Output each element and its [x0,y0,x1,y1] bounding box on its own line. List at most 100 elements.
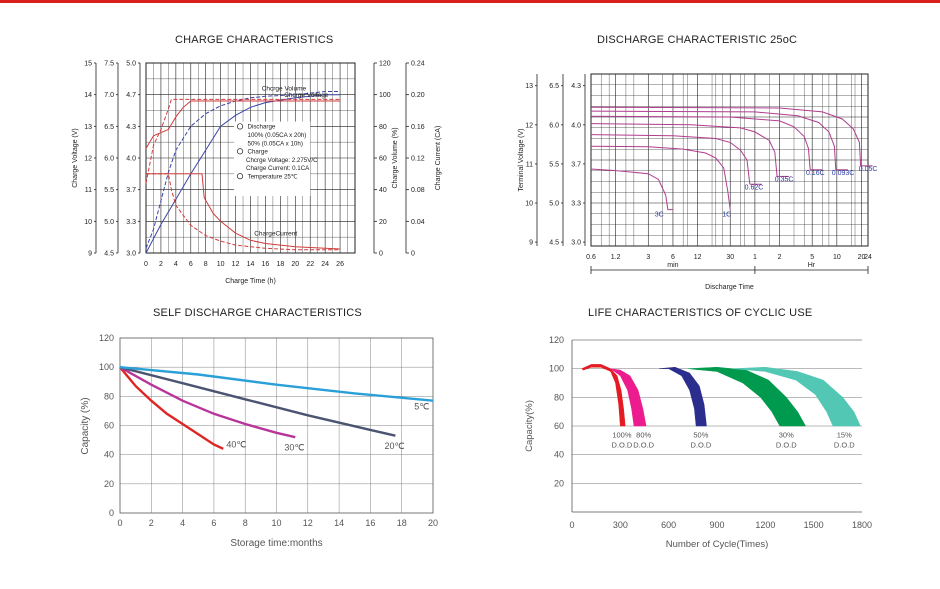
x-tick-label: 18 [276,261,284,268]
x-axis-label: Number of Cycle(Times) [666,539,769,550]
x-tick-label: 1.2 [611,254,621,261]
left-tick-label: 9 [529,240,533,247]
discharge-series-label: 0.62C [745,184,764,191]
left-tick-label: 4.5 [104,251,114,258]
charge-series-line [145,98,341,184]
left-tick-label: 6.0 [104,156,114,163]
x-tick-label: 24 [321,261,329,268]
left-tick-label: 3.7 [126,187,136,194]
self-discharge-series-label: 30℃ [284,442,304,452]
left-tick-label: 4.7 [126,92,136,99]
left-tick-label: 4.3 [571,83,581,90]
charge-characteristics-chart: 15 14 13 12 11 10 9 7.5 7.0 6.5 6.0 5.5 5.0 4.5 5.0 4.7… [72,61,442,286]
y-tick-label: 20 [104,479,114,489]
legend-line: Charge Current: 0.1CA [246,165,310,172]
left-tick-label: 3.3 [126,219,136,226]
right-tick-label: 20 [379,219,387,226]
left-tick-label: 5.0 [126,61,136,68]
legend-line: Chcrge Voltage: 2.275V/C [246,157,318,164]
left-tick-label: 4.0 [126,156,136,163]
y-tick-label: 120 [99,333,114,343]
y-tick-label: 100 [99,362,114,372]
self-discharge-series-line [119,366,434,402]
x-tick-label: 12 [694,254,702,261]
right-tick-label: 0.16 [411,124,425,131]
x-tick-label: 12 [232,261,240,268]
life-curve-band [658,366,707,427]
left-tick-label: 12 [525,122,533,129]
left-tick-label: 10 [84,219,92,226]
self-discharge-series-label: 5℃ [414,401,429,411]
discharge-series-line [590,134,751,185]
charge-series-line [146,173,341,250]
self-discharge-series-line [119,366,396,437]
y-axis-label: Capacity(%) [524,400,535,452]
top-accent-bar [0,0,940,3]
x-tick-label: 6 [671,254,675,261]
life-dod-label: 50% [693,430,708,439]
life-dod-label: 100% [612,430,632,439]
curve-label-current: ChargeCurrent [254,231,297,238]
left-tick-label: 4.0 [571,122,581,129]
x-tick-label: 0 [117,518,122,528]
y-tick-label: 40 [104,450,114,460]
legend-line: Temperature 25℃ [248,174,298,181]
life-dod-label: 80% [636,430,651,439]
right-tick-label: 80 [379,124,387,131]
x-tick-label: 2 [149,518,154,528]
charge-chart-title: CHARGE CHARACTERISTICS [175,34,334,46]
left-tick-label: 9 [88,251,92,258]
discharge-series-line [590,145,731,210]
curve-label-voltage: Chcrge Voltage [284,92,329,99]
y-tick-label: 60 [554,421,564,431]
x-tick-label: 22 [306,261,314,268]
y-tick-label: 100 [549,364,564,374]
left-tick-label: 3.0 [571,240,581,247]
life-dod-sublabel: D.O.D [633,440,654,449]
y-tick-label: 80 [104,391,114,401]
x-tick-label: 0.6 [586,254,596,261]
left-tick-label: 4.5 [549,240,559,247]
legend-line: Charge [248,149,269,156]
left-tick-label: 5.5 [104,187,114,194]
left-tick-label: 6.0 [549,122,559,129]
discharge-series-line [590,106,862,166]
x-tick-label: 2 [778,254,782,261]
left-tick-label: 4.3 [126,124,136,131]
left-tick-label: 3.3 [571,201,581,208]
x-tick-label: 4 [174,261,178,268]
legend-box [234,121,311,196]
x-tick-label: 8 [243,518,248,528]
discharge-characteristic-chart: 0.6 1.2 3 6 12 30 1 2 5 10 20241312111096.56.05.55… [518,73,877,291]
right-tick-label: 0 [379,251,383,258]
left-tick-label: 11 [526,161,533,168]
left-tick-label: 15 [84,61,92,68]
x-tick-label: 20 [428,518,438,528]
life-curve-band [581,364,626,427]
y-axis-label: Capacity (%) [80,397,91,454]
y-tick-label: 120 [549,335,564,345]
self-discharge-chart-title: SELF DISCHARGE CHARACTERISTICS [153,307,362,319]
discharge-chart-title: DISCHARGE CHARACTERISTIC 25oC [597,34,798,46]
self-discharge-chart: 0 2 4 6 8 10 12 14 16 18 20 0 20 40 60 80 100 120 Capacity… [80,333,438,549]
x-tick-label: 900 [709,520,724,530]
x-tick-label: 10 [833,254,841,261]
life-curve-band [687,366,807,427]
charge-series-line [146,173,341,251]
left-tick-label: 6.5 [549,83,559,90]
x-tick-label: 10 [217,261,225,268]
charge-series-line [145,91,341,249]
x-tick-label: 24 [864,254,872,261]
charge-series-line [145,100,341,149]
x-axis-label: Charge Time (h) [225,278,276,285]
life-curve-band [610,368,647,427]
right-tick-label: 0.12 [411,156,425,163]
x-tick-label: 30 [726,254,734,261]
life-dod-sublabel: D.O.D [690,440,711,449]
charge-current-axis-label: Charge Current (CA) [435,126,442,191]
legend-line: Discharge [248,124,276,131]
x-tick-label: 20 [858,254,866,261]
y-tick-label: 60 [104,421,114,431]
life-dod-sublabel: D.O.D [612,440,633,449]
left-tick-label: 6.5 [104,124,114,131]
